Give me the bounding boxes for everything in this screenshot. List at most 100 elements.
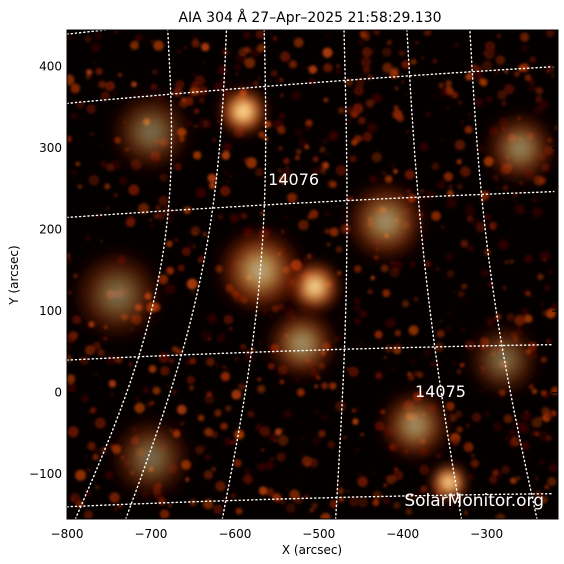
network-patch bbox=[298, 219, 309, 231]
y-axis: −100 0 100 200 300 400 bbox=[29, 60, 558, 481]
feature-plage-center bbox=[262, 303, 343, 384]
network-patch bbox=[453, 290, 456, 293]
network-patch bbox=[205, 357, 215, 367]
network-patch bbox=[468, 202, 471, 205]
latitude-line bbox=[67, 344, 555, 361]
network-patch bbox=[67, 426, 79, 438]
network-patch bbox=[95, 67, 103, 75]
network-patch bbox=[338, 496, 345, 503]
network-patch bbox=[220, 371, 230, 382]
network-patch bbox=[257, 76, 261, 80]
network-patch bbox=[448, 184, 453, 190]
network-patch bbox=[483, 248, 492, 256]
network-patch bbox=[370, 275, 375, 281]
network-patch bbox=[401, 80, 405, 84]
network-patch bbox=[360, 433, 364, 436]
network-patch bbox=[131, 81, 137, 88]
network-patch bbox=[94, 31, 103, 40]
network-patch bbox=[265, 461, 275, 470]
network-patch bbox=[105, 354, 117, 365]
network-patch bbox=[456, 426, 463, 433]
network-patch bbox=[86, 69, 93, 76]
network-patch bbox=[197, 414, 205, 422]
network-patch bbox=[305, 66, 309, 70]
network-patch bbox=[77, 184, 83, 190]
network-patch bbox=[319, 146, 326, 153]
network-patch bbox=[354, 317, 361, 325]
network-patch bbox=[149, 218, 153, 222]
y-tick-label: 0 bbox=[54, 386, 62, 400]
longitude-line bbox=[125, 30, 228, 519]
x-tick-label: −800 bbox=[51, 527, 84, 541]
network-patch bbox=[193, 73, 197, 77]
network-patch bbox=[358, 342, 363, 347]
network-patch bbox=[284, 215, 288, 219]
network-patch bbox=[355, 448, 360, 453]
network-patch bbox=[285, 166, 289, 169]
network-patch bbox=[468, 118, 471, 120]
network-patch bbox=[460, 121, 464, 124]
network-patch bbox=[272, 35, 278, 41]
network-patch bbox=[425, 190, 435, 200]
network-patch bbox=[67, 135, 72, 143]
network-patch bbox=[280, 93, 284, 98]
image-title: AIA 304 Å 27–Apr–2025 21:58:29.130 bbox=[178, 9, 441, 26]
network-patch bbox=[338, 107, 345, 114]
network-patch bbox=[526, 506, 529, 509]
network-patch bbox=[495, 513, 506, 519]
network-patch bbox=[206, 313, 217, 324]
network-patch bbox=[463, 510, 469, 515]
network-patch bbox=[534, 431, 540, 437]
network-patch bbox=[521, 44, 529, 52]
network-patch bbox=[301, 452, 304, 455]
network-patch bbox=[440, 225, 445, 229]
network-patch bbox=[189, 498, 197, 507]
network-patch bbox=[296, 149, 302, 155]
network-patch bbox=[67, 374, 76, 384]
network-patch bbox=[280, 51, 291, 62]
network-patch bbox=[372, 490, 382, 500]
region-label-14076: 14076 bbox=[268, 170, 319, 189]
network-patch bbox=[298, 138, 308, 148]
network-patch bbox=[424, 30, 429, 34]
network-patch bbox=[438, 82, 444, 89]
y-tick-label: 300 bbox=[39, 141, 62, 155]
network-patch bbox=[439, 88, 448, 97]
network-patch bbox=[106, 207, 109, 210]
network-patch bbox=[176, 404, 187, 415]
network-patch bbox=[255, 424, 263, 432]
network-patch bbox=[393, 502, 401, 509]
network-patch bbox=[352, 418, 359, 425]
network-patch bbox=[326, 152, 329, 155]
network-patch bbox=[456, 183, 463, 190]
network-patch bbox=[501, 100, 507, 106]
network-patch bbox=[445, 80, 452, 87]
network-patch bbox=[166, 385, 169, 388]
network-patch bbox=[67, 74, 75, 86]
network-patch bbox=[360, 30, 371, 37]
network-patch bbox=[71, 112, 78, 119]
plot-frame bbox=[66, 29, 559, 520]
network-patch bbox=[396, 114, 405, 123]
network-patch bbox=[450, 303, 454, 306]
network-patch bbox=[193, 151, 202, 160]
network-patch bbox=[504, 434, 511, 441]
network-patch bbox=[541, 406, 551, 416]
network-patch bbox=[335, 246, 343, 253]
network-patch bbox=[115, 356, 123, 364]
network-patch bbox=[464, 125, 473, 134]
network-patch bbox=[466, 65, 476, 75]
network-patch bbox=[547, 269, 553, 275]
network-patch bbox=[517, 476, 520, 480]
network-patch bbox=[531, 417, 543, 429]
network-patch bbox=[70, 83, 81, 94]
network-patch bbox=[221, 151, 231, 160]
network-patch bbox=[171, 346, 179, 353]
network-patch bbox=[90, 132, 95, 136]
network-patch bbox=[202, 232, 207, 237]
network-patch bbox=[401, 60, 410, 69]
network-patch bbox=[238, 383, 246, 391]
network-patch bbox=[173, 210, 177, 215]
network-patch bbox=[329, 227, 339, 237]
network-patch bbox=[90, 407, 97, 414]
